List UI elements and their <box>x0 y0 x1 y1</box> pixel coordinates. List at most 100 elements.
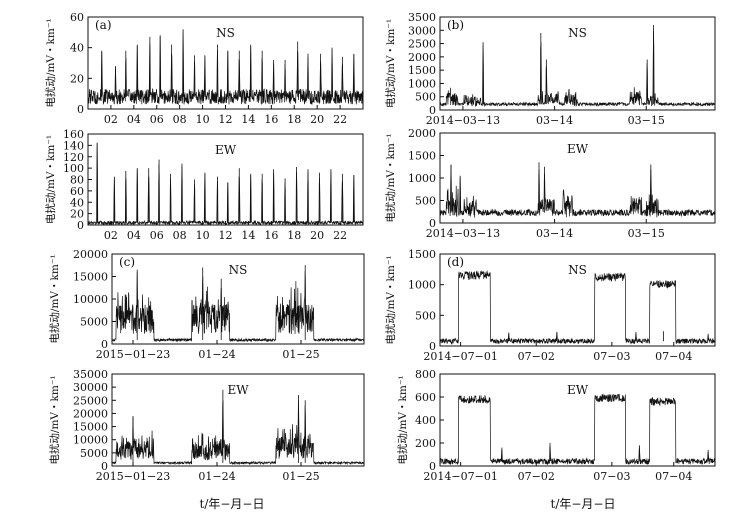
y-tick-label: 1000 <box>408 172 436 185</box>
y-axis-title: 电扰动/mV・km⁻¹ <box>44 18 57 107</box>
x-tick-label: 07−04 <box>655 350 692 363</box>
y-tick-label: 2000 <box>408 127 436 140</box>
x-tick-label: 2014−03−13 <box>426 227 500 240</box>
y-tick-label: 20 <box>70 208 84 221</box>
panel-label: (b) <box>447 18 464 32</box>
x-tick-label: 07−03 <box>593 350 630 363</box>
y-tick-label: 140 <box>63 139 84 152</box>
x-tick-label: 2014−07−01 <box>423 470 497 483</box>
y-tick-label: 160 <box>63 128 84 141</box>
x-tick-label: 07−02 <box>518 350 555 363</box>
x-tick-label: 04 <box>127 113 141 126</box>
panel-d-ew: 0 200 400 600 800 2014−07−01 07−02 07−03 07−04 EW… <box>396 368 716 483</box>
y-axis-title: 电扰动/mV・km⁻¹ <box>48 254 61 343</box>
y-tick-label: 0 <box>77 103 84 116</box>
y-tick-label: 5000 <box>80 447 108 460</box>
x-tick-label: 10 <box>196 229 210 242</box>
y-tick-label: 20 <box>70 72 84 85</box>
y-tick-label: 35000 <box>73 368 108 381</box>
x-tick-label: 07−04 <box>655 470 692 483</box>
x-axis-title-right: t/年−月−日 <box>551 497 616 511</box>
component-label: EW <box>215 143 237 157</box>
data-trace <box>111 400 365 466</box>
y-axis-title: 电扰动/mV・km⁻¹ <box>384 255 397 344</box>
y-tick-label: 3500 <box>408 11 436 24</box>
y-tick-label: 40 <box>70 196 84 209</box>
data-trace <box>439 165 716 218</box>
y-tick-label: 40 <box>70 42 84 55</box>
y-tick-label: 1500 <box>408 64 436 77</box>
x-tick-label: 03−14 <box>536 227 573 240</box>
x-tick-label: 10 <box>196 113 210 126</box>
y-tick-label: 0 <box>429 217 436 230</box>
x-tick-label: 12 <box>219 113 233 126</box>
x-tick-label: 2014−07−01 <box>423 350 497 363</box>
y-tick-label: 2500 <box>408 38 436 51</box>
x-tick-label: 01−24 <box>198 470 235 483</box>
x-tick-label: 22 <box>333 229 347 242</box>
y-tick-label: 600 <box>415 391 436 404</box>
y-tick-label: 0 <box>429 340 436 353</box>
panel-b-ew: 0 500 1000 1500 2000 2014−03−13 03−14 03−15 EW 电扰… <box>384 127 716 240</box>
x-tick-label: 03−15 <box>628 227 665 240</box>
y-axis-title: 电扰动/mV・km⁻¹ <box>384 133 397 222</box>
x-tick-label: 01−25 <box>282 470 319 483</box>
panel-label: (a) <box>95 18 112 32</box>
y-tick-label: 10000 <box>73 293 108 306</box>
y-tick-label: 120 <box>63 151 84 164</box>
x-tick-label: 02 <box>104 113 118 126</box>
x-tick-label: 2014−03−13 <box>426 114 500 127</box>
data-trace <box>439 393 716 466</box>
x-tick-label: 08 <box>173 229 187 242</box>
x-tick-label: 06 <box>150 113 164 126</box>
y-tick-label: 20000 <box>73 407 108 420</box>
y-tick-label: 80 <box>70 174 84 187</box>
y-tick-label: 0 <box>77 219 84 232</box>
x-tick-label: 2015−01−23 <box>96 470 170 483</box>
x-tick-label: 02 <box>104 229 118 242</box>
plot-frame <box>439 253 716 347</box>
x-tick-label: 16 <box>264 229 278 242</box>
panel-a-ns: 0 20 40 60 02 04 06 08 10 12 14 16 18 20 22 (a) NS 电扰动/mV… <box>44 11 364 126</box>
y-tick-label: 25000 <box>73 394 108 407</box>
x-tick-label: 01−25 <box>282 348 319 361</box>
y-tick-label: 200 <box>415 437 436 450</box>
x-axis-title-left: t/年−月−日 <box>200 497 265 511</box>
x-tick-label: 20 <box>310 229 324 242</box>
component-label: EW <box>227 383 249 397</box>
y-tick-label: 400 <box>415 414 436 427</box>
y-tick-label: 500 <box>415 309 436 322</box>
panel-label: (c) <box>119 255 135 269</box>
y-tick-label: 1500 <box>408 150 436 163</box>
x-tick-label: 03−14 <box>536 114 573 127</box>
x-tick-label: 22 <box>333 113 347 126</box>
component-label: NS <box>568 263 587 277</box>
x-tick-label: 14 <box>241 113 255 126</box>
y-tick-label: 60 <box>70 185 84 198</box>
x-tick-label: 12 <box>219 229 233 242</box>
y-tick-label: 15000 <box>73 421 108 434</box>
y-axis-title: 电扰动/mV・km⁻¹ <box>48 375 61 464</box>
x-tick-label: 03−15 <box>628 114 665 127</box>
component-label: NS <box>216 26 235 40</box>
y-tick-label: 0 <box>101 460 108 473</box>
component-label: EW <box>567 383 589 397</box>
y-tick-label: 1000 <box>408 77 436 90</box>
y-tick-label: 0 <box>429 460 436 473</box>
data-trace <box>439 270 716 345</box>
data-trace <box>87 31 364 106</box>
x-tick-label: 18 <box>287 229 301 242</box>
x-tick-label: 2015−01−23 <box>96 348 170 361</box>
y-axis-title: 电扰动/mV・km⁻¹ <box>384 19 397 108</box>
x-tick-label: 06 <box>150 229 164 242</box>
y-tick-label: 60 <box>70 11 84 24</box>
data-trace <box>439 30 716 108</box>
component-label: NS <box>229 263 248 277</box>
x-tick-label: 04 <box>127 229 141 242</box>
y-tick-label: 800 <box>415 368 436 381</box>
component-label: NS <box>568 26 587 40</box>
y-tick-label: 10000 <box>73 434 108 447</box>
